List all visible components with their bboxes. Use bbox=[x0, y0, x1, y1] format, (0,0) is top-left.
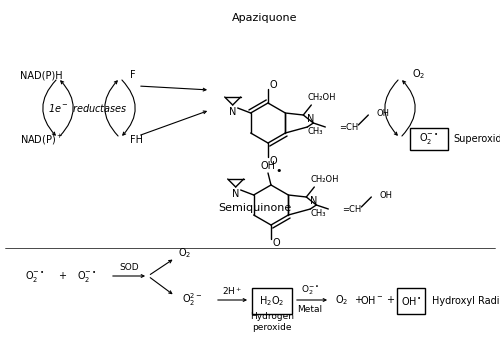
Text: CH₃: CH₃ bbox=[310, 208, 326, 218]
Text: O: O bbox=[269, 156, 277, 166]
Text: •: • bbox=[276, 166, 282, 176]
Text: OH: OH bbox=[380, 190, 393, 199]
Text: O$_2$: O$_2$ bbox=[412, 67, 426, 81]
Bar bbox=[397, 288, 425, 314]
Text: CH₃: CH₃ bbox=[308, 126, 323, 135]
Text: O: O bbox=[269, 80, 277, 90]
Text: N: N bbox=[306, 114, 314, 124]
Text: 1e$^-$ reductases: 1e$^-$ reductases bbox=[48, 102, 128, 114]
Text: Superoxide: Superoxide bbox=[453, 134, 500, 144]
Text: Hydrogen
peroxide: Hydrogen peroxide bbox=[250, 312, 294, 332]
Text: N: N bbox=[310, 196, 317, 206]
Text: N: N bbox=[232, 189, 239, 199]
Text: FH: FH bbox=[130, 135, 143, 145]
Text: H$_2$O$_2$: H$_2$O$_2$ bbox=[260, 294, 284, 308]
Text: Apaziquone: Apaziquone bbox=[232, 13, 298, 23]
Text: O$_2^{-\bullet}$: O$_2^{-\bullet}$ bbox=[25, 268, 45, 284]
Text: O: O bbox=[272, 238, 280, 248]
Text: NAD(P)H: NAD(P)H bbox=[20, 70, 62, 80]
Text: O$_2^{2-}$: O$_2^{2-}$ bbox=[182, 292, 202, 308]
Text: +: + bbox=[58, 271, 66, 281]
Text: 2H$^+$: 2H$^+$ bbox=[222, 285, 242, 297]
Text: Semiquinone: Semiquinone bbox=[218, 203, 292, 213]
Text: OH$^-$: OH$^-$ bbox=[360, 294, 384, 306]
Text: O$_2^{-\bullet}$: O$_2^{-\bullet}$ bbox=[77, 268, 97, 284]
Text: =CH: =CH bbox=[342, 204, 361, 213]
Bar bbox=[252, 288, 292, 314]
Text: N: N bbox=[229, 107, 236, 117]
Text: O$_2$: O$_2$ bbox=[178, 246, 192, 260]
Text: NAD(P)$^+$: NAD(P)$^+$ bbox=[20, 133, 63, 147]
Text: F: F bbox=[130, 70, 136, 80]
Text: +: + bbox=[354, 295, 362, 305]
Text: =CH: =CH bbox=[338, 122, 358, 131]
Text: OH: OH bbox=[260, 161, 276, 171]
Bar bbox=[410, 128, 448, 150]
Text: +: + bbox=[386, 295, 394, 305]
Text: OH: OH bbox=[377, 108, 390, 117]
Text: O$_2^{-\bullet}$: O$_2^{-\bullet}$ bbox=[300, 283, 320, 297]
Text: Hydroxyl Radical: Hydroxyl Radical bbox=[432, 296, 500, 306]
Text: O$_2$: O$_2$ bbox=[336, 293, 348, 307]
Text: Metal: Metal bbox=[298, 305, 322, 314]
Text: OH$^{\bullet}$: OH$^{\bullet}$ bbox=[401, 295, 421, 307]
Text: SOD: SOD bbox=[119, 262, 139, 271]
Text: CH₂OH: CH₂OH bbox=[307, 92, 336, 102]
Text: CH₂OH: CH₂OH bbox=[310, 174, 338, 184]
Text: O$_2^{-\bullet}$: O$_2^{-\bullet}$ bbox=[419, 131, 439, 146]
